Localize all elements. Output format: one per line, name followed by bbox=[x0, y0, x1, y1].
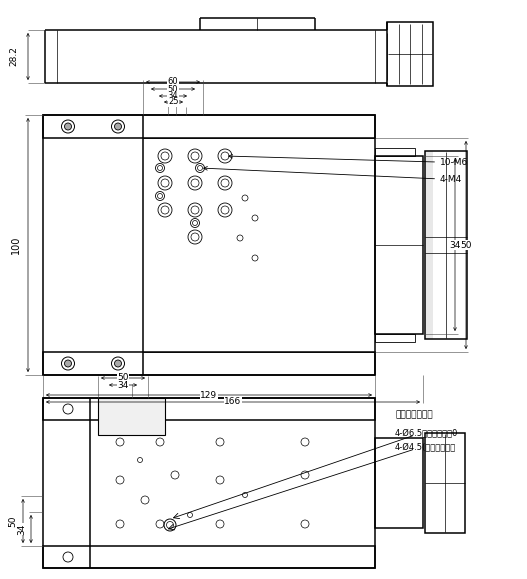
Text: 60: 60 bbox=[168, 78, 178, 86]
Text: 10-M6: 10-M6 bbox=[229, 155, 469, 167]
Circle shape bbox=[114, 360, 122, 367]
Bar bbox=[43, 115, 375, 138]
Bar bbox=[43, 398, 375, 568]
Text: 34: 34 bbox=[118, 380, 129, 390]
Text: 34: 34 bbox=[168, 91, 178, 101]
Text: 50: 50 bbox=[117, 373, 129, 383]
Text: 50: 50 bbox=[460, 240, 472, 250]
Text: 4-M4: 4-M4 bbox=[204, 167, 462, 184]
Bar bbox=[98, 398, 165, 435]
Bar bbox=[43, 546, 375, 568]
Circle shape bbox=[64, 123, 72, 130]
Bar bbox=[387, 22, 433, 86]
Text: 50: 50 bbox=[168, 85, 178, 93]
Text: 100: 100 bbox=[11, 236, 21, 254]
Text: 背面安装固定孔: 背面安装固定孔 bbox=[395, 410, 433, 419]
Bar bbox=[43, 115, 375, 375]
Bar bbox=[43, 352, 375, 375]
Bar bbox=[375, 156, 423, 334]
Bar bbox=[425, 151, 467, 339]
Text: 34: 34 bbox=[17, 523, 26, 534]
Bar bbox=[375, 334, 415, 342]
Text: 34: 34 bbox=[450, 240, 461, 250]
Bar bbox=[425, 151, 433, 339]
Circle shape bbox=[114, 123, 122, 130]
Text: 4-Ø4.5(安装固定孔）: 4-Ø4.5(安装固定孔） bbox=[395, 442, 456, 451]
Bar bbox=[425, 433, 465, 533]
Circle shape bbox=[64, 360, 72, 367]
Text: 50: 50 bbox=[8, 515, 17, 527]
Bar bbox=[375, 148, 415, 156]
Bar bbox=[375, 438, 423, 528]
Text: 25: 25 bbox=[168, 97, 179, 107]
Text: 4-Ø6.5（安装固定孔0: 4-Ø6.5（安装固定孔0 bbox=[395, 428, 458, 437]
Text: 28.2: 28.2 bbox=[9, 46, 18, 67]
Bar bbox=[43, 398, 375, 420]
Text: 129: 129 bbox=[200, 390, 218, 400]
Text: 166: 166 bbox=[225, 398, 241, 406]
